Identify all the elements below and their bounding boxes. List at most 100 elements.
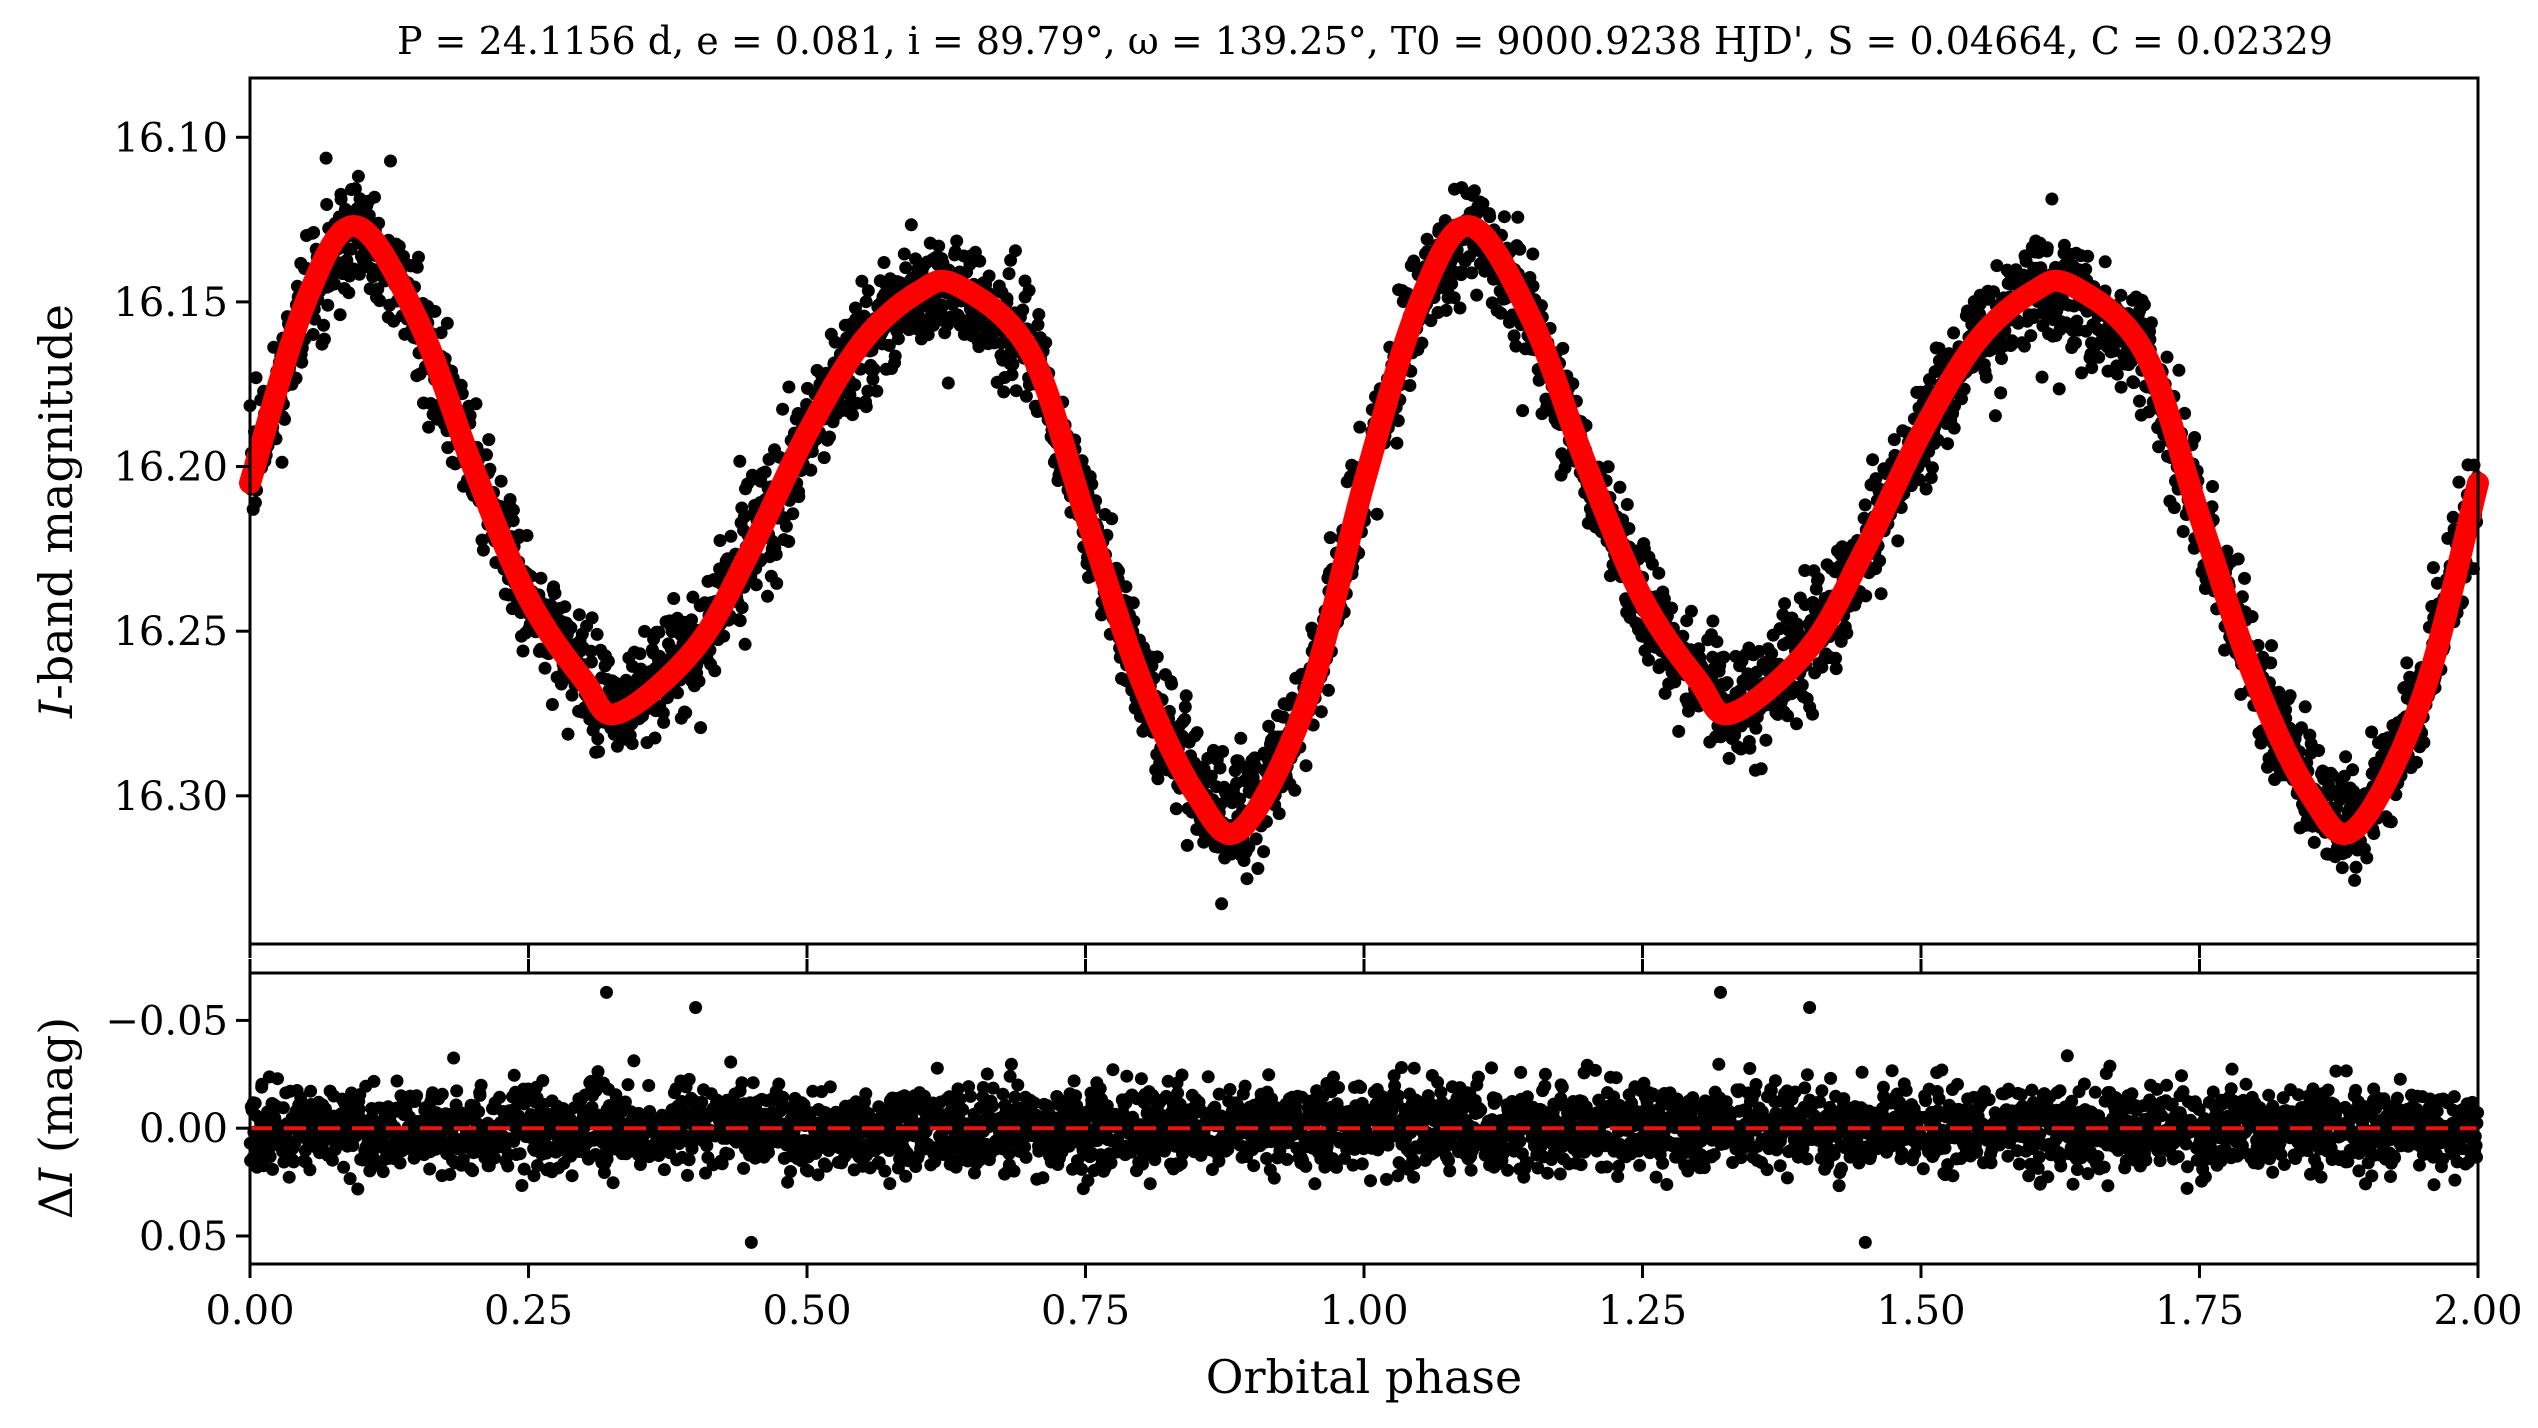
light-curve-point <box>1470 288 1484 302</box>
light-curve-point <box>1995 352 2008 365</box>
light-curve-point <box>2452 475 2466 489</box>
y-tick-label: 16.20 <box>113 445 228 491</box>
light-curve-point <box>1829 662 1843 676</box>
residual-point <box>591 1065 605 1079</box>
residual-point <box>681 1168 694 1182</box>
light-curve-point <box>1672 724 1686 738</box>
light-curve-point <box>1204 769 1218 783</box>
light-curve-point <box>601 654 615 668</box>
light-curve-point <box>1240 872 1254 886</box>
light-curve-point <box>899 261 913 275</box>
residual-point <box>878 1164 892 1178</box>
light-curve-point <box>685 613 698 627</box>
light-curve-point <box>2426 561 2440 575</box>
residual-point <box>507 1068 521 1082</box>
y-tick-label: 16.10 <box>113 115 228 161</box>
light-curve-point <box>897 247 911 261</box>
residual-point <box>735 1076 749 1090</box>
light-curve-point <box>633 647 647 661</box>
residual-point <box>352 1102 366 1116</box>
light-curve-point <box>1403 379 1417 392</box>
light-curve-point <box>657 715 671 729</box>
light-curve-point <box>2188 431 2202 444</box>
light-curve-point <box>1085 477 1099 491</box>
light-curve-point <box>769 548 783 561</box>
light-curve-point <box>770 576 784 590</box>
residual-point <box>501 1159 515 1173</box>
light-curve-point <box>2349 860 2363 874</box>
light-curve-point <box>516 644 530 658</box>
light-curve-point <box>307 226 321 239</box>
light-curve-point <box>1370 507 1384 521</box>
light-curve-point <box>1925 461 1939 475</box>
light-curve-point <box>1453 301 1467 315</box>
y-tick-label: 16.15 <box>113 280 228 326</box>
light-curve-point <box>1009 384 1023 398</box>
residual-point <box>343 1172 357 1186</box>
residual-point <box>276 1101 290 1115</box>
light-curve-point <box>1006 357 1020 371</box>
light-curve-point <box>941 376 955 390</box>
residual-point <box>351 1182 365 1196</box>
light-curve-point <box>717 629 731 643</box>
light-curve-point <box>319 151 333 165</box>
light-curve-point <box>295 355 309 369</box>
light-curve-point <box>779 519 793 533</box>
light-curve-point <box>1665 601 1679 615</box>
light-curve-point <box>1497 210 1511 224</box>
light-curve-point <box>973 254 987 268</box>
light-curve-point <box>1233 792 1247 806</box>
residual-point <box>493 1090 507 1104</box>
light-curve-point <box>1211 840 1225 854</box>
light-curve-point <box>480 448 493 462</box>
light-curve-point <box>476 543 490 557</box>
light-curve-point <box>1031 318 1045 332</box>
light-curve-point <box>997 385 1011 399</box>
light-curve-point <box>2339 750 2353 764</box>
light-curve-point <box>1008 244 1022 258</box>
light-curve-point <box>1874 587 1888 601</box>
light-curve-point <box>877 256 891 269</box>
light-curve-point <box>708 664 722 678</box>
light-curve-point <box>2079 262 2093 276</box>
light-curve-point <box>1004 253 1018 267</box>
light-curve-point <box>558 600 572 614</box>
light-curve-point <box>1511 210 1525 224</box>
light-curve-point <box>2410 755 2423 769</box>
light-curve-point <box>648 731 662 745</box>
residual-point <box>367 1074 381 1088</box>
light-curve-point <box>1179 689 1193 703</box>
light-curve-point <box>591 732 605 746</box>
light-curve-point <box>1119 580 1133 594</box>
light-curve-point <box>1105 512 1119 526</box>
residual-point <box>447 1051 461 1065</box>
light-curve-point <box>344 242 358 256</box>
light-curve-point <box>1353 420 1367 434</box>
light-curve-point <box>1859 589 1873 603</box>
light-curve-point <box>1251 862 1265 875</box>
light-curve-point <box>652 625 666 639</box>
light-curve-point <box>1213 761 1227 775</box>
light-curve-point <box>584 644 598 658</box>
light-curve-point <box>434 326 448 340</box>
light-curve-point <box>846 408 859 422</box>
light-curve-point <box>909 252 922 266</box>
light-curve-point <box>506 503 520 517</box>
light-curve-point <box>373 294 387 308</box>
light-curve-point <box>306 328 320 341</box>
light-curve-point <box>891 332 905 346</box>
light-curve-point <box>1039 336 1053 350</box>
light-curve-point <box>2045 192 2059 206</box>
light-curve-point <box>2298 700 2312 714</box>
light-curve-point <box>340 253 354 267</box>
residual-point <box>474 1078 488 1092</box>
light-curve-point <box>392 239 406 253</box>
residual-point <box>515 1179 529 1192</box>
light-curve-point <box>565 688 579 702</box>
light-curve-point <box>564 621 578 635</box>
light-curve-point <box>1000 292 1014 305</box>
light-curve-point <box>2035 370 2049 384</box>
residual-point <box>376 1165 390 1179</box>
